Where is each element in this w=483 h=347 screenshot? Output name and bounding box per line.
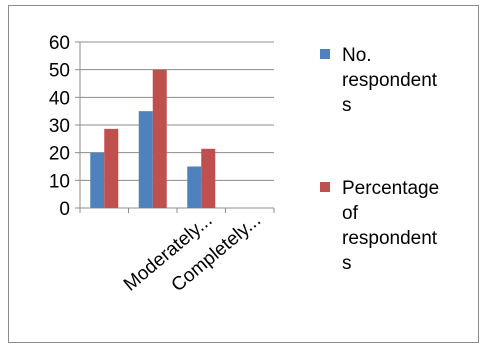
y-tick-label-2: 20 (49, 144, 70, 165)
bar-series0-cat0 (90, 152, 105, 208)
chart-frame (8, 5, 479, 343)
bar-series1-cat1 (152, 69, 167, 209)
bar-series1-cat2 (201, 148, 216, 208)
y-tick-label-6: 60 (49, 33, 70, 54)
y-tick-label-1: 10 (49, 171, 70, 192)
legend-label-0-line-0: No. (342, 45, 372, 66)
bar-series1-cat0 (104, 128, 119, 208)
legend-label-1-line-0: Percentage (342, 178, 439, 199)
legend-label-1-line-3: s (342, 253, 352, 274)
y-tick-label-0: 0 (59, 199, 70, 220)
bar-series0-cat1 (138, 111, 153, 208)
y-tick-label-5: 50 (49, 61, 70, 82)
bar-series0-cat2 (187, 166, 202, 208)
legend-label-0-line-2: s (342, 95, 352, 116)
legend-swatch-0 (320, 49, 330, 59)
legend-label-1-line-1: of (342, 203, 359, 224)
y-tick-label-4: 40 (49, 88, 70, 109)
legend-label-1-line-2: respondent (342, 228, 438, 249)
legend-swatch-1 (320, 182, 330, 192)
y-tick-label-3: 30 (49, 116, 70, 137)
legend-label-0-line-1: respondent (342, 70, 438, 91)
